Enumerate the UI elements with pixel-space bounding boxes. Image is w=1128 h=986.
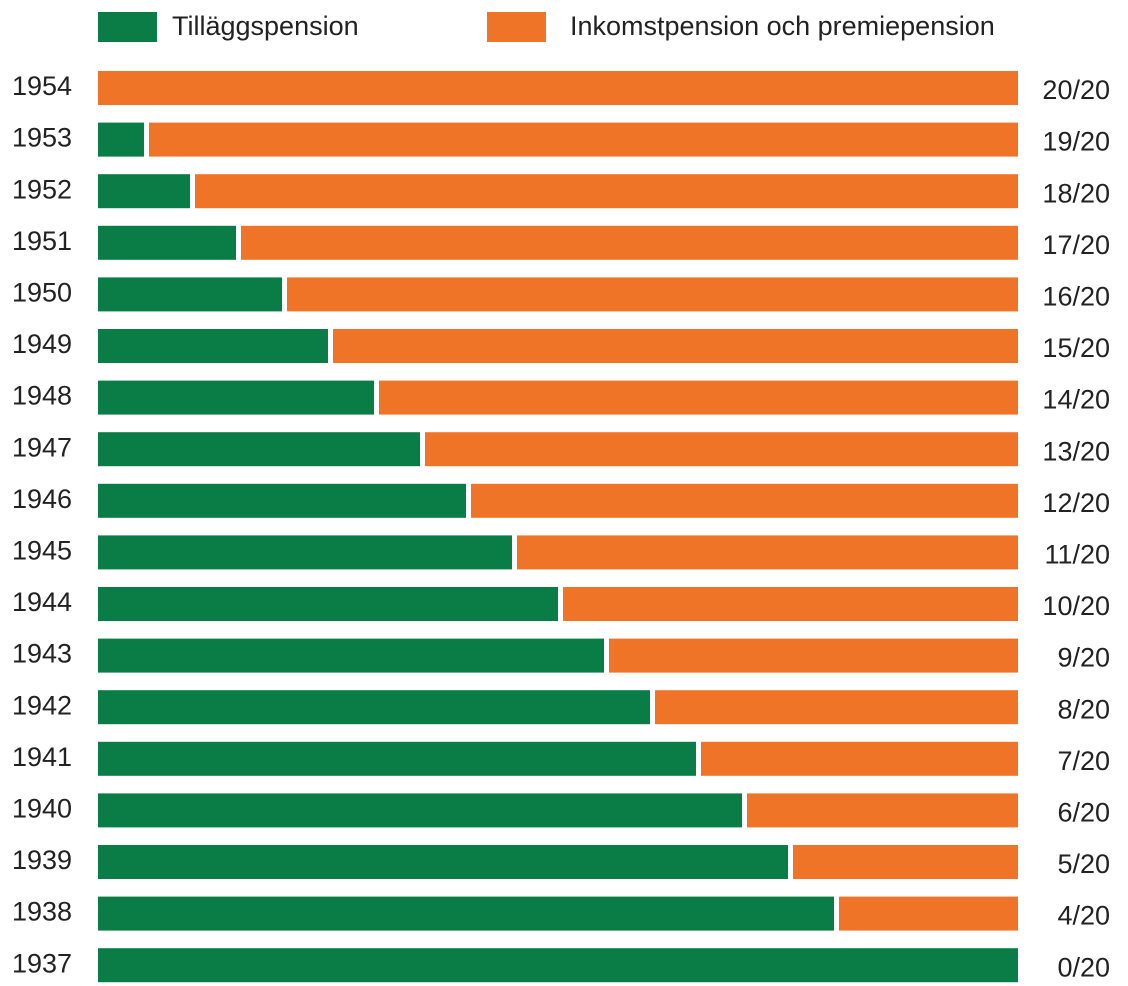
bar-segment <box>98 225 236 260</box>
bar-segment <box>98 948 1018 983</box>
value-label: 4/20 <box>1057 901 1110 931</box>
legend-swatch <box>487 12 546 42</box>
value-label: 6/20 <box>1057 798 1110 828</box>
value-label: 18/20 <box>1042 178 1110 208</box>
bar-segment <box>98 277 282 312</box>
value-label: 19/20 <box>1042 127 1110 157</box>
y-tick-label: 1941 <box>12 742 72 772</box>
bar-segment <box>517 535 1018 570</box>
bar-segment <box>98 741 696 776</box>
bar-segment <box>425 432 1018 467</box>
bar-segment <box>98 380 374 415</box>
y-tick-label: 1945 <box>12 536 72 566</box>
bar-segment <box>98 690 650 725</box>
bar-segment <box>98 71 1018 105</box>
bar-segment <box>98 587 558 621</box>
y-tick-label: 1952 <box>12 174 72 204</box>
bar-segment <box>98 122 144 157</box>
value-label: 17/20 <box>1042 230 1110 260</box>
value-label: 16/20 <box>1042 282 1110 312</box>
legend-label: Inkomstpension och premiepension <box>570 11 995 41</box>
y-tick-label: 1944 <box>12 587 72 617</box>
bar-segment <box>655 690 1018 725</box>
bar-segment <box>98 535 512 570</box>
bar-segment <box>793 845 1018 879</box>
bar-segment <box>379 380 1018 415</box>
y-tick-label: 1947 <box>12 432 72 462</box>
value-label: 7/20 <box>1057 746 1110 776</box>
value-label: 11/20 <box>1044 540 1110 570</box>
bar-segment <box>471 483 1018 518</box>
y-tick-label: 1954 <box>12 71 72 101</box>
bar-segment <box>609 638 1018 673</box>
bar-segment <box>98 483 466 518</box>
y-tick-label: 1950 <box>12 278 72 308</box>
bar-segment <box>195 174 1018 209</box>
bar-segment <box>701 741 1018 776</box>
y-tick-label: 1939 <box>12 845 72 875</box>
bar-segment <box>98 432 420 467</box>
legend-swatch <box>98 12 157 42</box>
value-label: 12/20 <box>1042 488 1110 518</box>
value-label: 9/20 <box>1057 643 1110 673</box>
bar-segment <box>98 845 788 879</box>
value-label: 5/20 <box>1057 849 1110 879</box>
y-tick-label: 1949 <box>12 329 72 359</box>
bar-segment <box>98 638 604 673</box>
bar-segment <box>563 587 1018 621</box>
bar-segment <box>333 329 1018 363</box>
y-tick-label: 1940 <box>12 794 72 824</box>
bar-segment <box>149 122 1018 157</box>
value-label: 8/20 <box>1057 694 1110 724</box>
y-tick-label: 1946 <box>12 484 72 514</box>
bar-segment <box>839 896 1018 931</box>
bar-segment <box>287 277 1018 312</box>
y-tick-label: 1951 <box>12 226 72 256</box>
y-tick-label: 1937 <box>12 948 72 978</box>
value-label: 15/20 <box>1042 333 1110 363</box>
y-tick-label: 1943 <box>12 639 72 669</box>
value-label: 0/20 <box>1057 952 1110 982</box>
y-tick-label: 1942 <box>12 690 72 720</box>
y-tick-label: 1953 <box>12 123 72 153</box>
value-label: 14/20 <box>1042 385 1110 415</box>
bar-segment <box>98 174 190 209</box>
bar-segment <box>241 225 1018 260</box>
legend-label: Tilläggspension <box>172 11 359 41</box>
y-tick-label: 1948 <box>12 381 72 411</box>
value-label: 20/20 <box>1042 75 1110 105</box>
bar-segment <box>98 793 742 828</box>
value-label: 13/20 <box>1042 436 1110 466</box>
y-tick-label: 1938 <box>12 897 72 927</box>
value-label: 10/20 <box>1042 591 1110 621</box>
bar-segment <box>98 896 834 931</box>
bar-segment <box>98 329 328 363</box>
bar-segment <box>747 793 1018 828</box>
